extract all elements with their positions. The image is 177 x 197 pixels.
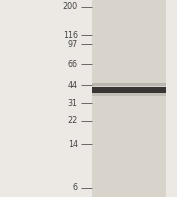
Text: 97: 97 — [68, 40, 78, 49]
Text: 66: 66 — [68, 60, 78, 69]
Text: 22: 22 — [68, 116, 78, 125]
Text: 31: 31 — [68, 98, 78, 108]
Text: 6: 6 — [73, 183, 78, 192]
Text: 200: 200 — [63, 3, 78, 11]
Text: 44: 44 — [68, 81, 78, 89]
Text: 116: 116 — [63, 31, 78, 40]
Bar — [92, 0, 166, 197]
Bar — [92, 87, 166, 93]
Text: 14: 14 — [68, 139, 78, 149]
Bar — [92, 84, 166, 86]
Bar — [92, 93, 166, 96]
